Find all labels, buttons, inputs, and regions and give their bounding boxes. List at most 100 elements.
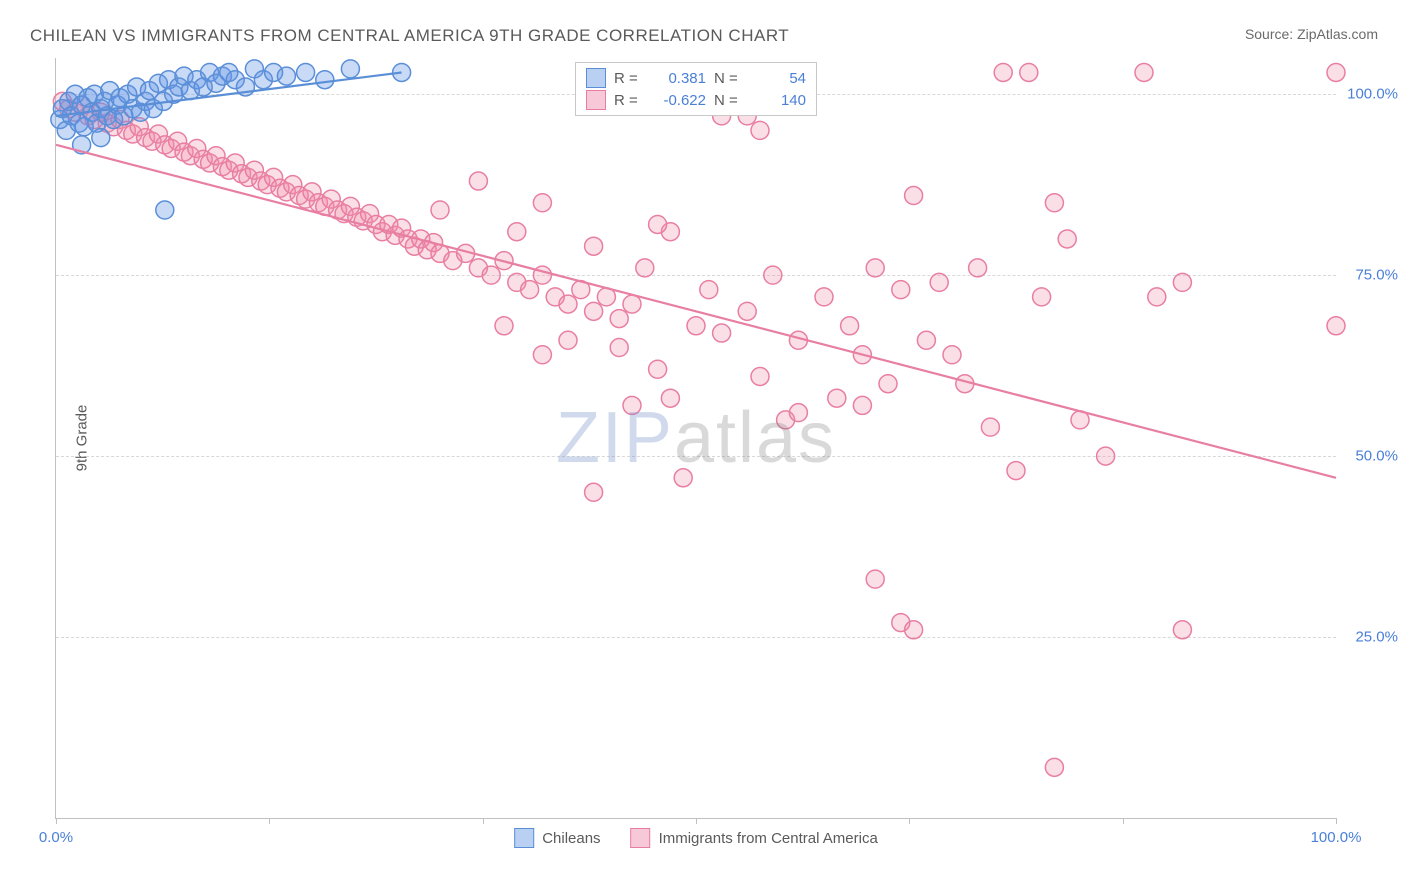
data-point-chilean	[341, 60, 359, 78]
r-value-central-america: -0.622	[650, 92, 706, 109]
xtick	[909, 818, 910, 824]
data-point-central_america	[610, 339, 628, 357]
correlation-legend: R = 0.381 N = 54 R = -0.622 N = 140	[575, 62, 817, 116]
data-point-central_america	[1173, 621, 1191, 639]
data-point-central_america	[559, 295, 577, 313]
data-point-central_america	[482, 266, 500, 284]
ytick-label: 50.0%	[1355, 448, 1398, 465]
data-point-central_america	[585, 302, 603, 320]
data-point-central_america	[751, 121, 769, 139]
legend-item-chilean: Chileans	[514, 828, 600, 848]
data-point-central_america	[649, 215, 667, 233]
n-value-central-america: 140	[750, 92, 806, 109]
data-point-central_america	[815, 288, 833, 306]
data-point-central_america	[623, 295, 641, 313]
legend-row-chilean: R = 0.381 N = 54	[586, 67, 806, 89]
data-point-central_america	[674, 469, 692, 487]
xtick-label: 100.0%	[1311, 829, 1362, 846]
trend-line-central_america	[56, 145, 1336, 478]
legend-item-central-america: Immigrants from Central America	[631, 828, 878, 848]
r-value-chilean: 0.381	[650, 70, 706, 87]
data-point-central_america	[1148, 288, 1166, 306]
ytick-label: 75.0%	[1355, 267, 1398, 284]
data-point-central_america	[1020, 63, 1038, 81]
n-label: N =	[714, 70, 742, 87]
data-point-central_america	[905, 187, 923, 205]
data-point-central_america	[700, 281, 718, 299]
data-point-central_america	[1097, 447, 1115, 465]
xtick	[269, 818, 270, 824]
series-legend: Chileans Immigrants from Central America	[514, 828, 878, 848]
data-point-central_america	[1045, 758, 1063, 776]
data-point-central_america	[764, 266, 782, 284]
xtick	[696, 818, 697, 824]
data-point-central_america	[969, 259, 987, 277]
xtick-label: 0.0%	[39, 829, 73, 846]
plot-area: 9th Grade ZIPatlas 25.0%50.0%75.0%100.0%…	[55, 58, 1336, 819]
data-point-central_america	[610, 310, 628, 328]
data-point-central_america	[879, 375, 897, 393]
swatch-central-america-icon	[586, 90, 606, 110]
n-value-chilean: 54	[750, 70, 806, 87]
xtick	[56, 818, 57, 824]
data-point-central_america	[713, 324, 731, 342]
data-point-central_america	[661, 389, 679, 407]
data-point-central_america	[1173, 273, 1191, 291]
data-point-central_america	[1033, 288, 1051, 306]
source-attribution: Source: ZipAtlas.com	[1245, 26, 1378, 42]
ytick-label: 100.0%	[1347, 86, 1398, 103]
legend-label-chilean: Chileans	[542, 830, 600, 847]
swatch-central-america-icon	[631, 828, 651, 848]
data-point-central_america	[687, 317, 705, 335]
data-point-central_america	[866, 570, 884, 588]
data-point-central_america	[508, 223, 526, 241]
legend-label-central-america: Immigrants from Central America	[659, 830, 878, 847]
xtick	[1123, 818, 1124, 824]
data-point-central_america	[943, 346, 961, 364]
data-point-central_america	[828, 389, 846, 407]
ytick-label: 25.0%	[1355, 629, 1398, 646]
data-point-central_america	[533, 346, 551, 364]
data-point-central_america	[1135, 63, 1153, 81]
data-point-central_america	[649, 360, 667, 378]
data-point-central_america	[853, 396, 871, 414]
data-point-central_america	[866, 259, 884, 277]
data-point-central_america	[738, 302, 756, 320]
r-label: R =	[614, 92, 642, 109]
data-point-central_america	[559, 331, 577, 349]
data-point-central_america	[585, 483, 603, 501]
data-point-central_america	[1045, 194, 1063, 212]
xtick	[1336, 818, 1337, 824]
data-point-central_america	[431, 201, 449, 219]
data-point-central_america	[636, 259, 654, 277]
scatter-svg	[56, 58, 1336, 818]
data-point-chilean	[156, 201, 174, 219]
legend-row-central-america: R = -0.622 N = 140	[586, 89, 806, 111]
n-label: N =	[714, 92, 742, 109]
data-point-central_america	[981, 418, 999, 436]
swatch-chilean-icon	[514, 828, 534, 848]
data-point-central_america	[917, 331, 935, 349]
data-point-chilean	[297, 63, 315, 81]
data-point-central_america	[751, 367, 769, 385]
data-point-central_america	[533, 194, 551, 212]
data-point-central_america	[994, 63, 1012, 81]
r-label: R =	[614, 70, 642, 87]
data-point-chilean	[316, 71, 334, 89]
swatch-chilean-icon	[586, 68, 606, 88]
data-point-chilean	[92, 129, 110, 147]
data-point-central_america	[469, 172, 487, 190]
data-point-central_america	[521, 281, 539, 299]
data-point-central_america	[585, 237, 603, 255]
data-point-central_america	[1058, 230, 1076, 248]
chart-title: CHILEAN VS IMMIGRANTS FROM CENTRAL AMERI…	[30, 26, 789, 46]
data-point-central_america	[841, 317, 859, 335]
data-point-central_america	[623, 396, 641, 414]
data-point-central_america	[495, 317, 513, 335]
data-point-central_america	[1007, 462, 1025, 480]
data-point-central_america	[789, 404, 807, 422]
data-point-chilean	[277, 67, 295, 85]
data-point-central_america	[892, 281, 910, 299]
data-point-central_america	[1327, 317, 1345, 335]
data-point-central_america	[905, 621, 923, 639]
